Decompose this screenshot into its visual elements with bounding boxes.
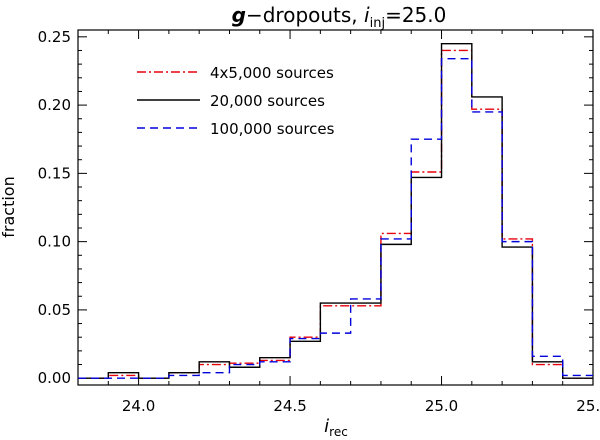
- axis-ticks: [77, 30, 594, 385]
- chart-title: g−dropouts, iinj=25.0: [232, 3, 447, 31]
- title-italic-i: i: [364, 3, 370, 27]
- y-tick-label: 0.10: [38, 233, 71, 251]
- legend-label: 4x5,000 sources: [210, 64, 334, 82]
- series-layer: [78, 42, 593, 379]
- series-line-2: [78, 57, 593, 379]
- x-axis-label: irec: [324, 416, 348, 439]
- x-tick-label: 24.0: [122, 397, 155, 415]
- title-subscript: inj: [370, 16, 385, 31]
- title-italic-g: g: [232, 3, 246, 27]
- y-tick-label: 0.20: [38, 96, 71, 114]
- title-text-mid: −dropouts,: [246, 3, 364, 27]
- legend-label: 20,000 sources: [210, 92, 325, 110]
- x-label-italic-i: i: [324, 416, 329, 437]
- y-axis-label: fraction: [0, 176, 18, 237]
- y-tick-label: 0.25: [38, 28, 71, 46]
- y-tick-label: 0.05: [38, 301, 71, 319]
- y-tick-label: 0.15: [38, 164, 71, 182]
- title-text-end: =25.0: [385, 3, 446, 27]
- x-tick-label: 25.5: [576, 397, 600, 415]
- tick-labels: 24.0 24.5 25.0 25.5 0.00 0.05 0.10 0.15 0.20 0.25: [38, 28, 600, 415]
- y-tick-label: 0.00: [38, 369, 71, 387]
- series-line-1: [78, 42, 593, 379]
- plot-frame: [77, 29, 594, 386]
- x-tick-label: 24.5: [273, 397, 306, 415]
- x-tick-label: 25.0: [425, 397, 458, 415]
- legend: 4x5,000 sources 20,000 sources 100,000 sou…: [137, 64, 335, 138]
- x-label-subscript: rec: [329, 425, 348, 439]
- legend-label: 100,000 sources: [210, 120, 335, 138]
